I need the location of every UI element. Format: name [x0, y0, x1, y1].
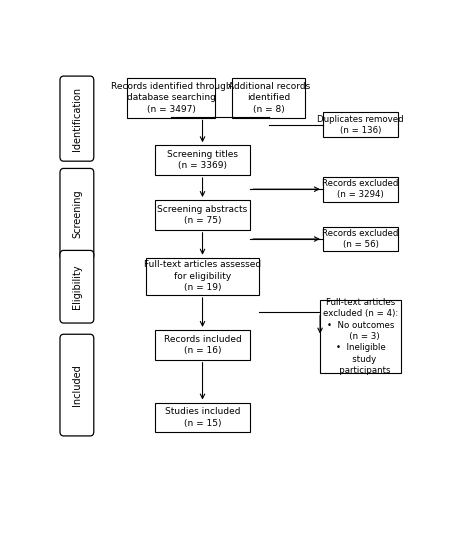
FancyBboxPatch shape — [155, 145, 250, 175]
Text: Records identified through
database searching
(n = 3497): Records identified through database sear… — [111, 82, 232, 114]
Text: Additional records
identified
(n = 8): Additional records identified (n = 8) — [228, 82, 310, 114]
FancyBboxPatch shape — [127, 78, 215, 118]
Text: Records included
(n = 16): Records included (n = 16) — [164, 335, 241, 355]
FancyBboxPatch shape — [323, 177, 398, 202]
Text: Included: Included — [72, 364, 82, 406]
Text: Screening: Screening — [72, 190, 82, 238]
FancyBboxPatch shape — [323, 226, 398, 252]
Text: Screening titles
(n = 3369): Screening titles (n = 3369) — [167, 150, 238, 170]
Text: Identification: Identification — [72, 87, 82, 151]
FancyBboxPatch shape — [60, 168, 94, 260]
FancyBboxPatch shape — [146, 258, 259, 295]
Text: Eligibility: Eligibility — [72, 265, 82, 309]
Text: Screening abstracts
(n = 75): Screening abstracts (n = 75) — [157, 205, 247, 225]
Text: Full-text articles assessed
for eligibility
(n = 19): Full-text articles assessed for eligibil… — [144, 260, 261, 292]
Text: Duplicates removed
(n = 136): Duplicates removed (n = 136) — [317, 115, 404, 135]
FancyBboxPatch shape — [60, 334, 94, 436]
Text: Full-text articles
excluded (n = 4):
•  No outcomes
   (n = 3)
•  Ineligible
   : Full-text articles excluded (n = 4): • N… — [323, 298, 398, 375]
Text: Records excluded
(n = 56): Records excluded (n = 56) — [322, 229, 399, 249]
FancyBboxPatch shape — [155, 330, 250, 360]
Text: Records excluded
(n = 3294): Records excluded (n = 3294) — [322, 179, 399, 199]
FancyBboxPatch shape — [60, 76, 94, 161]
Text: Studies included
(n = 15): Studies included (n = 15) — [165, 407, 240, 427]
FancyBboxPatch shape — [232, 78, 305, 118]
FancyBboxPatch shape — [155, 403, 250, 432]
FancyBboxPatch shape — [155, 200, 250, 230]
FancyBboxPatch shape — [323, 113, 398, 137]
FancyBboxPatch shape — [60, 251, 94, 323]
FancyBboxPatch shape — [320, 300, 401, 373]
